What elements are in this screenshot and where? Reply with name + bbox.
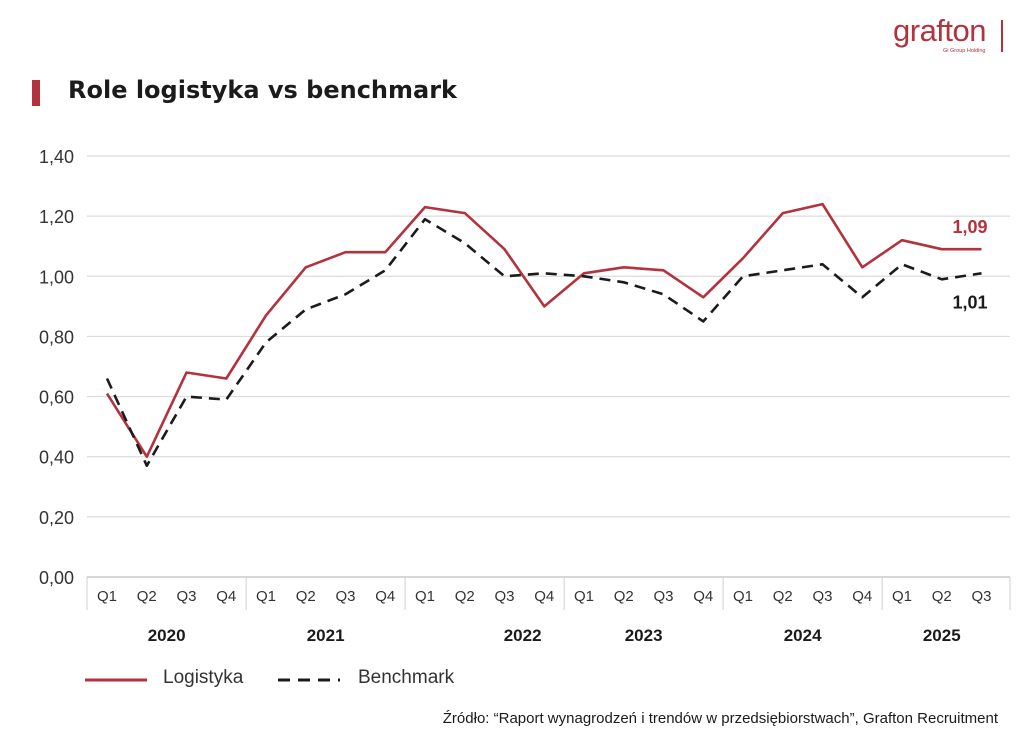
x-tick-label: Q4: [852, 588, 872, 605]
x-tick-label: Q3: [176, 588, 196, 605]
y-tick-label: 1,00: [39, 267, 74, 287]
chart-title: Role logistyka vs benchmark: [68, 76, 458, 104]
y-tick-label: 1,40: [39, 147, 74, 167]
y-axis: 0,00 0,20 0,40 0,60 0,80 1,00 1,20 1,40: [39, 147, 74, 588]
x-tick-label: Q1: [574, 588, 594, 605]
x-tick-label: Q2: [455, 588, 475, 605]
y-tick-label: 0,20: [39, 508, 74, 528]
y-tick-label: 0,60: [39, 388, 74, 408]
x-tick-label: Q3: [335, 588, 355, 605]
year-label: 2021: [307, 626, 345, 645]
logo-divider: [1001, 20, 1003, 52]
series-lines: [105, 202, 982, 468]
x-tick-label: Q2: [932, 588, 952, 605]
x-tick-label: Q3: [653, 588, 673, 605]
x-tick-label: Q1: [415, 588, 435, 605]
x-tick-label: Q4: [534, 588, 554, 605]
grafton-logo: grafton Gi Group Holding: [893, 14, 1005, 58]
logo-wordmark: grafton: [893, 13, 987, 48]
logo-subtitle: Gi Group Holding: [943, 48, 986, 54]
x-tick-label: Q4: [693, 588, 713, 605]
x-tick-label: Q2: [137, 588, 157, 605]
series-line-benchmark: [105, 217, 982, 468]
legend-logistyka-swatch: [85, 678, 147, 682]
grid-lines: [87, 155, 1010, 578]
year-label: 2025: [923, 626, 961, 645]
x-tick-label: Q4: [216, 588, 236, 605]
x-tick-label: Q4: [375, 588, 395, 605]
year-label: 2023: [625, 626, 663, 645]
x-tick-label: Q3: [494, 588, 514, 605]
x-tick-label: Q2: [773, 588, 793, 605]
title-accent-bar: [32, 80, 40, 106]
x-axis: Q1 Q2 Q3 Q4 Q1 Q2 Q3 Q4 Q1 Q2 Q3 Q4 Q1 Q2 Q3 Q4 Q1 Q2 Q3 Q4…: [86, 577, 1011, 645]
end-label-benchmark: 1,01: [952, 292, 987, 312]
year-label: 2020: [148, 626, 186, 645]
source-note: Źródło: “Raport wynagrodzeń i trendów w …: [442, 710, 998, 727]
x-tick-label: Q1: [97, 588, 117, 605]
y-tick-label: 0,00: [39, 568, 74, 588]
x-tick-label: Q3: [812, 588, 832, 605]
x-tick-label: Q2: [614, 588, 634, 605]
series-line-logistyka: [105, 202, 982, 459]
x-tick-label: Q1: [256, 588, 276, 605]
end-label-logistyka: 1,09: [952, 217, 987, 237]
end-labels: 1,09 1,01: [952, 217, 987, 312]
year-label: 2024: [784, 626, 822, 645]
x-tick-label: Q2: [296, 588, 316, 605]
legend-benchmark-swatch: [278, 678, 340, 682]
y-tick-label: 0,40: [39, 448, 74, 468]
x-tick-label: Q1: [892, 588, 912, 605]
y-tick-label: 1,20: [39, 207, 74, 227]
x-tick-label: Q3: [971, 588, 991, 605]
legend-logistyka-label: Logistyka: [163, 667, 244, 688]
legend-benchmark-label: Benchmark: [358, 667, 455, 688]
x-tick-label: Q1: [733, 588, 753, 605]
year-label: 2022: [504, 626, 542, 645]
y-tick-label: 0,80: [39, 327, 74, 347]
